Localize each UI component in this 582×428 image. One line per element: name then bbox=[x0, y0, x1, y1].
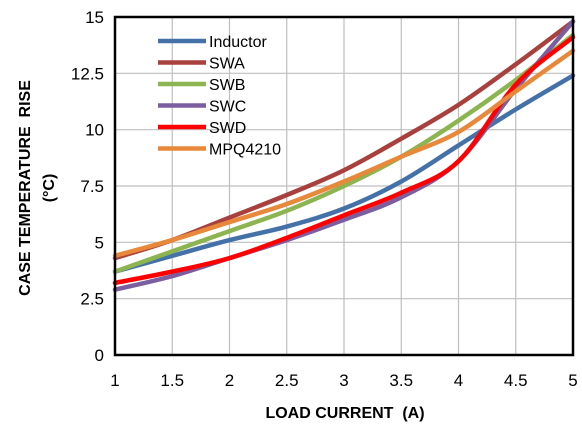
x-tick-label: 2.5 bbox=[275, 371, 299, 390]
y-axis-title-line1: CASE TEMPERATURE RISE bbox=[17, 80, 34, 296]
x-tick-label: 5 bbox=[568, 371, 577, 390]
x-tick-label: 2 bbox=[225, 371, 234, 390]
legend-label-swb: SWB bbox=[209, 77, 245, 94]
y-tick-label: 10 bbox=[85, 121, 104, 140]
legend-label-mpq4210: MPQ4210 bbox=[209, 142, 281, 159]
y-axis-ticks: 0 2.5 5 7.5 10 12.5 15 bbox=[71, 8, 104, 365]
x-axis-title: LOAD CURRENT (A) bbox=[265, 405, 424, 422]
legend: Inductor SWA SWB SWC SWD MPQ4210 bbox=[158, 34, 281, 159]
legend-label-inductor: Inductor bbox=[209, 34, 267, 51]
y-tick-label: 5 bbox=[95, 233, 104, 252]
legend-label-swc: SWC bbox=[209, 99, 246, 116]
y-tick-label: 0 bbox=[95, 346, 104, 365]
x-axis-ticks: 1 1.5 2 2.5 3 3.5 4 4.5 5 bbox=[110, 371, 577, 390]
series-line-mpq4210 bbox=[112, 48, 576, 259]
plot-area-frame bbox=[113, 15, 575, 357]
x-tick-label: 3.5 bbox=[389, 371, 413, 390]
y-tick-label: 12.5 bbox=[71, 64, 104, 83]
x-tick-label: 1 bbox=[110, 371, 119, 390]
y-axis-title-line2: (°C) bbox=[41, 174, 58, 203]
y-tick-label: 15 bbox=[85, 8, 104, 27]
x-tick-label: 3 bbox=[339, 371, 348, 390]
x-tick-label: 4 bbox=[454, 371, 463, 390]
y-tick-label: 2.5 bbox=[80, 290, 104, 309]
x-tick-label: 1.5 bbox=[160, 371, 184, 390]
y-tick-label: 7.5 bbox=[80, 177, 104, 196]
series-lines bbox=[112, 19, 576, 292]
legend-label-swa: SWA bbox=[209, 56, 245, 73]
series-line-swb bbox=[112, 32, 576, 274]
x-tick-label: 4.5 bbox=[504, 371, 528, 390]
legend-label-swd: SWD bbox=[209, 120, 246, 137]
series-line-inductor bbox=[112, 73, 576, 274]
